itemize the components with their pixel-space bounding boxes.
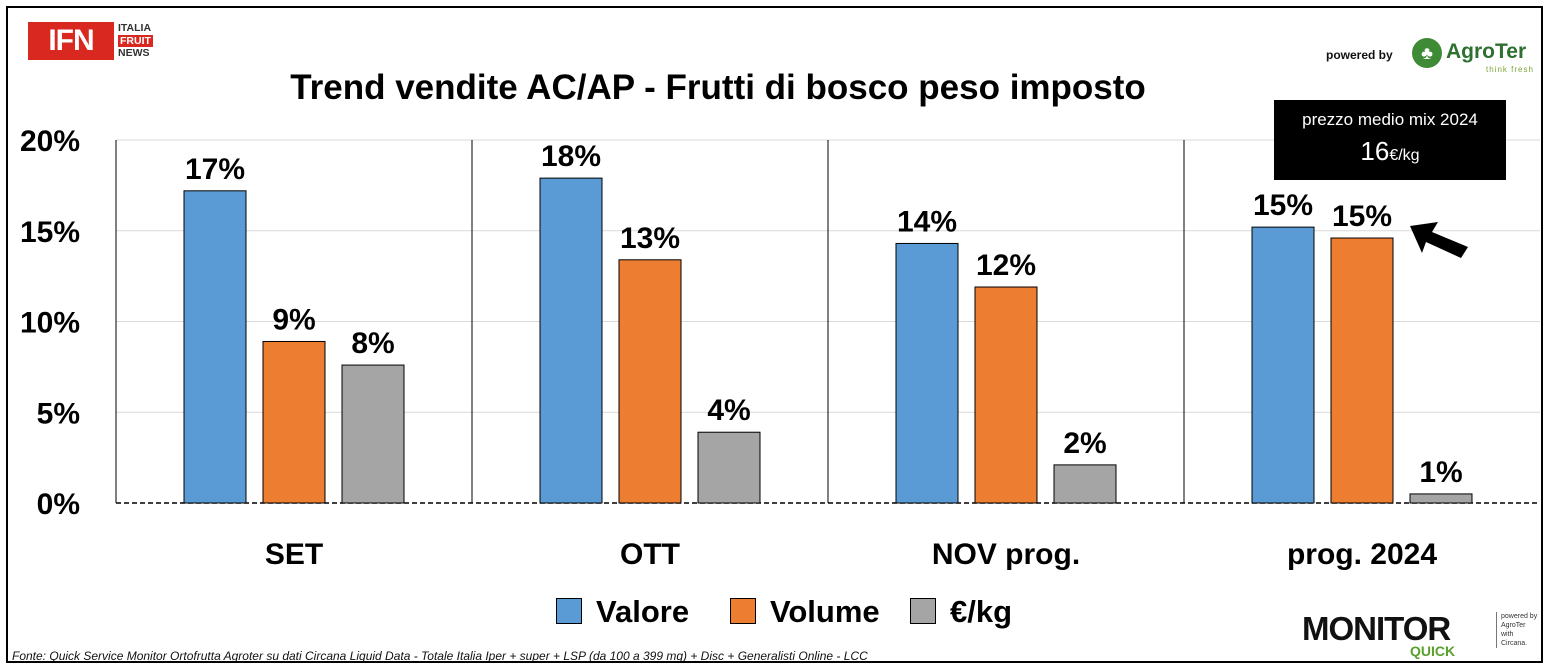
y-tick-label: 10%: [20, 307, 80, 340]
bar-valore-0: [183, 190, 247, 504]
chart-frame: 17% 9% 8% 18% 13% 4% 14% 12% 2% 15% 15% 1% 0% 5% 10% 1…: [6, 6, 1543, 663]
data-label: 9%: [272, 303, 315, 336]
powered-by-label: powered by: [1326, 48, 1393, 62]
monitor-side-line: Circana.: [1501, 640, 1528, 647]
monitor-side-text: powered by AgroTer with Circana.: [1496, 612, 1537, 648]
data-label: 12%: [976, 249, 1036, 282]
monitor-side-line: with: [1501, 631, 1514, 638]
monitor-side-line: AgroTer: [1501, 622, 1526, 629]
legend-label: Valore: [596, 594, 690, 629]
y-tick-labels: 0% 5% 10% 15% 20%: [20, 125, 80, 521]
y-tick-label: 20%: [20, 125, 80, 158]
price-value: 16: [1360, 136, 1390, 166]
bar-volume-2: [974, 286, 1038, 504]
ifn-logo-line: NEWS: [118, 47, 150, 59]
agroter-tagline: think fresh: [1486, 65, 1534, 74]
data-labels: 17% 9% 8% 18% 13% 4% 14% 12% 2% 15% 15% 1%: [185, 140, 1463, 489]
ifn-logo-text: ITALIA FRUIT NEWS: [118, 22, 153, 60]
monitor-word: MONITOR: [1302, 610, 1451, 647]
tree-icon: ♣: [1412, 38, 1442, 68]
bar-valore-3: [1251, 226, 1315, 504]
bar-valore-2: [895, 242, 959, 504]
source-note: Fonte: Quick Service Monitor Ortofrutta …: [12, 649, 868, 663]
data-label: 13%: [620, 222, 680, 255]
monitor-quick-logo: MONITOR QUICK powered by AgroTer with Ci…: [1300, 610, 1541, 661]
x-tick-label: prog. 2024: [1287, 538, 1437, 571]
price-value-line: 16€/kg: [1274, 136, 1506, 167]
legend-item-volume: Volume: [730, 594, 880, 630]
data-label: 15%: [1332, 200, 1392, 233]
data-label: 4%: [707, 394, 750, 427]
bar-chart: 17% 9% 8% 18% 13% 4% 14% 12% 2% 15% 15% 1% 0% 5% 10% 1…: [20, 125, 1540, 571]
agroter-logo: ♣ AgroTer think fresh: [1412, 38, 1541, 74]
monitor-sub: QUICK: [1410, 643, 1456, 659]
ifn-logo-line: ITALIA: [118, 22, 152, 34]
bar-kg-2: [1053, 464, 1117, 504]
data-label: 14%: [897, 205, 957, 238]
ifn-logo-line: FRUIT: [118, 34, 153, 47]
monitor-side-line: powered by: [1501, 613, 1538, 620]
x-tick-label: SET: [265, 538, 323, 571]
y-tick-label: 5%: [37, 397, 80, 430]
legend-label: Volume: [770, 594, 880, 629]
legend-swatch: [910, 598, 936, 625]
price-unit: €/kg: [1389, 147, 1420, 164]
bar-valore-1: [539, 177, 603, 504]
data-label: 15%: [1253, 189, 1313, 222]
data-label: 8%: [351, 327, 394, 360]
legend-item-valore: Valore: [556, 594, 689, 630]
y-tick-label: 15%: [20, 216, 80, 249]
data-label: 18%: [541, 140, 601, 173]
price-callout: prezzo medio mix 2024 16€/kg: [1274, 100, 1506, 180]
chart-title: Trend vendite AC/AP - Frutti di bosco pe…: [290, 68, 1146, 107]
arrow-icon: [1410, 222, 1468, 258]
bar-volume-3: [1330, 237, 1394, 504]
legend-swatch: [556, 598, 582, 625]
agroter-name: AgroTer: [1446, 40, 1527, 63]
ifn-logo-mark: IFN: [28, 22, 114, 60]
legend-swatch: [730, 598, 756, 625]
bar-kg-0: [341, 364, 405, 504]
data-label: 2%: [1063, 427, 1106, 460]
ifn-logo: IFN ITALIA FRUIT NEWS: [28, 22, 176, 62]
x-tick-label: NOV prog.: [932, 538, 1080, 571]
bar-volume-1: [618, 259, 682, 504]
bar-kg-1: [697, 431, 761, 504]
x-tick-labels: SET OTT NOV prog. prog. 2024: [265, 538, 1438, 571]
legend-item-prezzo: €/kg: [910, 594, 1012, 630]
x-tick-label: OTT: [620, 538, 680, 571]
price-label: prezzo medio mix 2024: [1302, 110, 1478, 129]
data-label: 17%: [185, 153, 245, 186]
y-tick-label: 0%: [37, 488, 80, 521]
bar-kg-3: [1409, 493, 1473, 504]
legend-label: €/kg: [950, 594, 1013, 629]
bar-volume-0: [262, 340, 326, 504]
data-label: 1%: [1419, 456, 1462, 489]
bars: [183, 177, 1473, 504]
